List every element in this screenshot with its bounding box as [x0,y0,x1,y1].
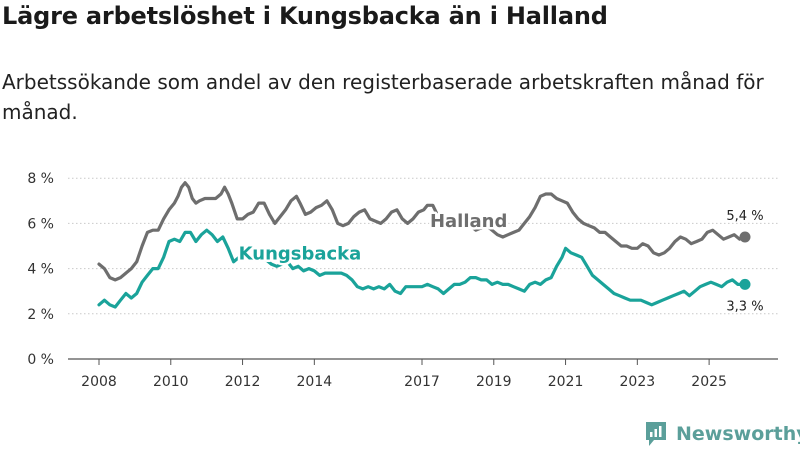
end-point-kungsbacka [739,278,751,290]
x-tick-label: 2010 [153,374,189,390]
series-labels: 5,4 % Halland 3,3 % Kungsbacka [236,208,763,314]
chart-title: Lägre arbetslöshet i Kungsbacka än i Hal… [2,2,608,30]
y-axis-ticks: 0 % 2 % 4 % 6 % 8 % [27,171,54,368]
series-group [97,181,751,309]
x-tick-label: 2025 [691,374,727,390]
series-line-kungsbacka [97,228,747,309]
end-value-label: 5,4 % [726,209,763,224]
y-tick-label: 8 % [27,171,54,187]
x-axis-ticks: 2008 2010 2012 2014 2017 2019 2021 2023 2025 [81,359,727,390]
series-name-label: Halland [430,211,507,232]
grid-lines [68,177,778,360]
x-tick-label: 2021 [548,374,584,390]
x-tick-label: 2019 [476,374,512,390]
x-tick-label: 2008 [81,374,117,390]
y-tick-label: 4 % [27,262,54,278]
series-name-label: Kungsbacka [239,244,362,265]
y-tick-label: 2 % [27,307,54,323]
x-tick-label: 2014 [297,374,333,390]
series-line-halland [97,181,747,282]
x-tick-label: 2012 [225,374,261,390]
y-tick-label: 6 % [27,216,54,232]
newsworthy-brand: Newsworthy [644,420,800,448]
x-tick-label: 2023 [620,374,656,390]
x-tick-label: 2017 [404,374,440,390]
end-point-halland [739,231,751,243]
chart-subtitle: Arbetssökande som andel av den registerb… [2,70,764,124]
end-value-label: 3,3 % [726,299,763,314]
brand-name: Newsworthy [676,423,800,445]
newsworthy-logo-icon [646,422,666,446]
line-chart: 0 % 2 % 4 % 6 % 8 % 2008 2010 2012 2014 2017 2019… [27,171,778,390]
y-tick-label: 0 % [27,352,54,368]
